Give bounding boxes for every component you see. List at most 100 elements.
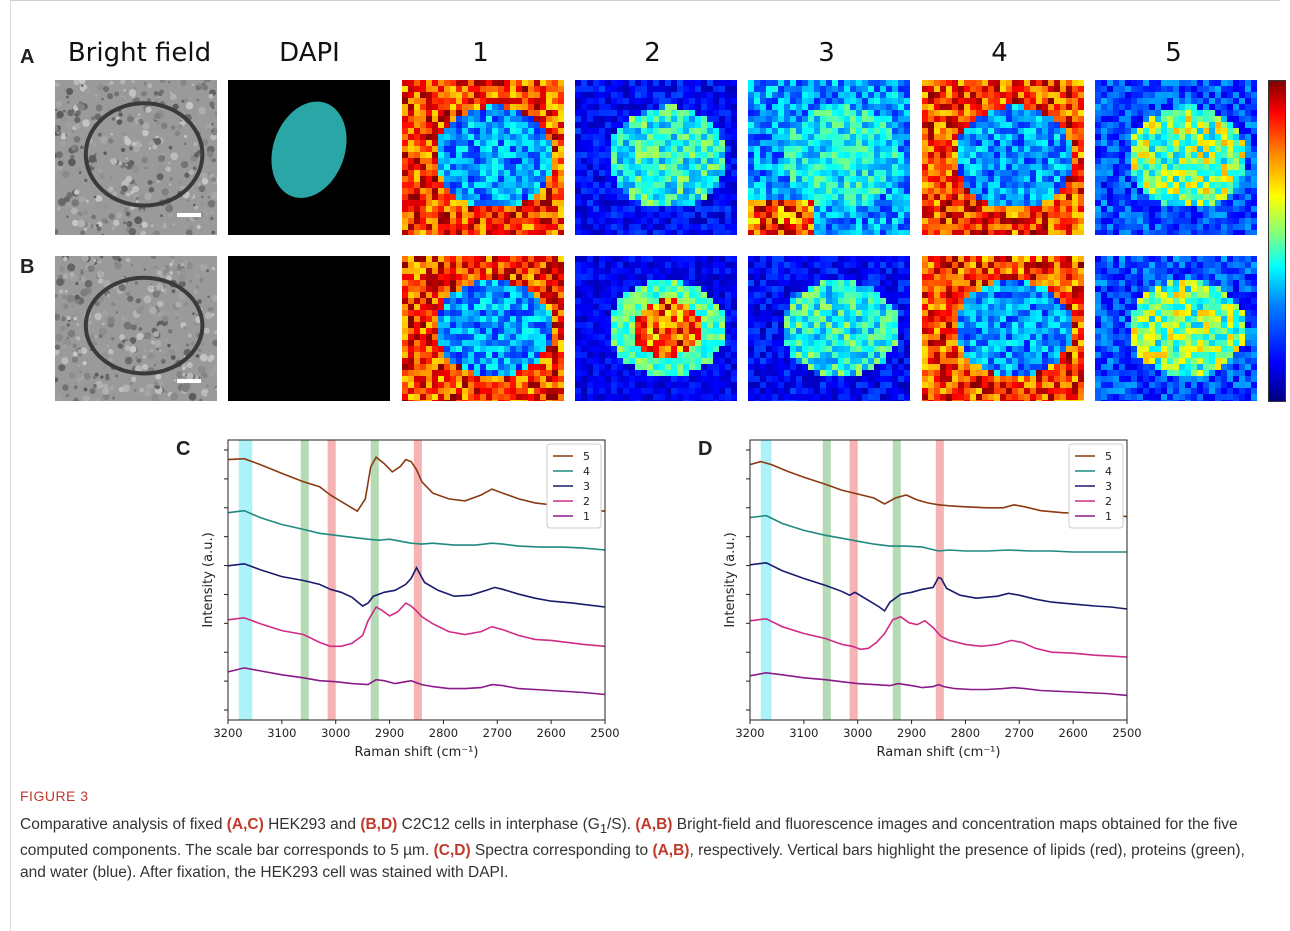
series-line-1 <box>227 667 606 696</box>
legend-label-1: 1 <box>1105 510 1112 523</box>
legend-label-2: 2 <box>1105 495 1112 508</box>
x-tick-label: 3100 <box>789 726 818 740</box>
x-tick-label: 2900 <box>897 726 926 740</box>
legend-label-2: 2 <box>583 495 590 508</box>
column-header-3: 3 <box>818 38 835 68</box>
x-tick-label: 3200 <box>735 726 764 740</box>
caption-panel-ref: (C,D) <box>433 842 471 860</box>
x-tick-label: 2600 <box>1059 726 1088 740</box>
caption-text: Comparative analysis of fixed (A,C) HEK2… <box>20 814 1270 884</box>
x-tick-label: 2500 <box>590 726 619 740</box>
micrograph-a-1 <box>402 80 564 235</box>
series-line-5 <box>749 460 1128 518</box>
series-line-5 <box>227 455 606 513</box>
caption-panel-ref: (A,B) <box>652 842 690 860</box>
water-band <box>760 440 772 720</box>
micrograph-b-1 <box>402 256 564 401</box>
spectra-chart-d: 3200 3100 3000 2900 2800 2700 2600 2500 Raman sh… <box>723 439 1142 760</box>
caption-segment: Bright-field and fluorescence images and… <box>20 816 1238 860</box>
panel-letter-c: C <box>176 438 191 460</box>
legend-label-3: 3 <box>583 480 590 493</box>
caption-segment: 1 <box>599 821 607 837</box>
nucleus <box>271 101 347 198</box>
legend-box <box>546 443 602 529</box>
series-line-3 <box>749 561 1128 613</box>
plot-frame <box>227 439 606 721</box>
caption-segment: Comparative analysis of fixed <box>20 816 227 833</box>
caption-panel-ref: (A,C) <box>226 816 264 833</box>
caption-segment: HEK293 and <box>263 816 361 833</box>
protein-band <box>822 440 831 720</box>
lipid-band <box>413 440 422 720</box>
caption-segment: C2C12 cells in interphase (G <box>397 816 600 833</box>
micrograph-a-dapi <box>228 80 390 235</box>
top-border <box>10 0 1280 1</box>
legend-label-3: 3 <box>1105 480 1112 493</box>
caption-panel-ref: (A,B) <box>635 816 673 833</box>
panel-letter-b: B <box>20 256 35 278</box>
protein-band <box>370 440 379 720</box>
micrograph-a-bf <box>55 80 217 235</box>
figure-caption: FIGURE 3 Comparative analysis of fixed (… <box>20 788 1270 884</box>
x-tick-label: 2900 <box>375 726 404 740</box>
micrograph-b-4 <box>922 256 1084 401</box>
column-header-2: 2 <box>644 38 661 68</box>
plot-frame <box>749 439 1128 721</box>
y-axis-label: Intensity (a.u.) <box>201 532 216 627</box>
left-border <box>10 0 11 931</box>
series-line-1 <box>749 671 1128 697</box>
legend-label-5: 5 <box>1105 450 1112 463</box>
micrograph-b-bf <box>55 256 217 401</box>
x-axis-label: Raman shift (cm⁻¹) <box>355 745 479 760</box>
caption-segment: Spectra corresponding to <box>470 842 653 860</box>
panel-letter-a: A <box>20 46 35 68</box>
micrograph-a-5 <box>1095 80 1257 235</box>
legend-label-4: 4 <box>583 465 590 478</box>
series-line-2 <box>227 602 606 648</box>
x-tick-label: 2600 <box>537 726 566 740</box>
column-header-bright-field: Bright field <box>67 38 212 68</box>
x-tick-label: 2700 <box>483 726 512 740</box>
x-tick-label: 2800 <box>429 726 458 740</box>
x-tick-label: 3100 <box>267 726 296 740</box>
caption-panel-ref: (B,D) <box>360 816 398 833</box>
micrograph-a-4 <box>922 80 1084 235</box>
lipid-band <box>849 440 858 720</box>
colorbar <box>1268 80 1286 402</box>
legend-box <box>1068 443 1124 529</box>
scale-bar <box>177 379 201 383</box>
spectra-chart-c: 3200 3100 3000 2900 2800 2700 2600 2500 Raman sh… <box>201 439 620 760</box>
x-tick-label: 3000 <box>321 726 350 740</box>
x-tick-label: 2800 <box>951 726 980 740</box>
lipid-band <box>327 440 336 720</box>
lipid-band <box>935 440 944 720</box>
micrograph-a-3 <box>748 80 910 235</box>
x-tick-label: 3200 <box>213 726 242 740</box>
x-tick-label: 3000 <box>843 726 872 740</box>
x-tick-label: 2700 <box>1005 726 1034 740</box>
column-header-dapi: DAPI <box>279 38 340 68</box>
column-header-1: 1 <box>472 38 489 68</box>
caption-segment: , respectively. Vertical bars highlight … <box>20 842 1245 882</box>
micrograph-b-2 <box>575 256 737 401</box>
figure-label: FIGURE 3 <box>20 788 89 804</box>
y-axis-label: Intensity (a.u.) <box>723 532 738 627</box>
column-header-4: 4 <box>991 38 1008 68</box>
series-line-4 <box>749 514 1127 553</box>
micrograph-b-5 <box>1095 256 1257 401</box>
series-line-3 <box>227 562 606 608</box>
protein-band <box>300 440 309 720</box>
panel-letter-d: D <box>698 438 713 460</box>
column-header-5: 5 <box>1165 38 1182 68</box>
x-tick-label: 2500 <box>1112 726 1141 740</box>
legend-label-5: 5 <box>583 450 590 463</box>
protein-band <box>892 440 901 720</box>
series-line-4 <box>227 509 606 551</box>
series-line-2 <box>749 615 1128 658</box>
x-axis-label: Raman shift (cm⁻¹) <box>877 745 1001 760</box>
micrograph-b-3 <box>748 256 910 401</box>
scale-bar <box>177 213 201 217</box>
legend-label-1: 1 <box>583 510 590 523</box>
water-band <box>238 440 253 720</box>
caption-segment: /S). <box>607 816 636 833</box>
